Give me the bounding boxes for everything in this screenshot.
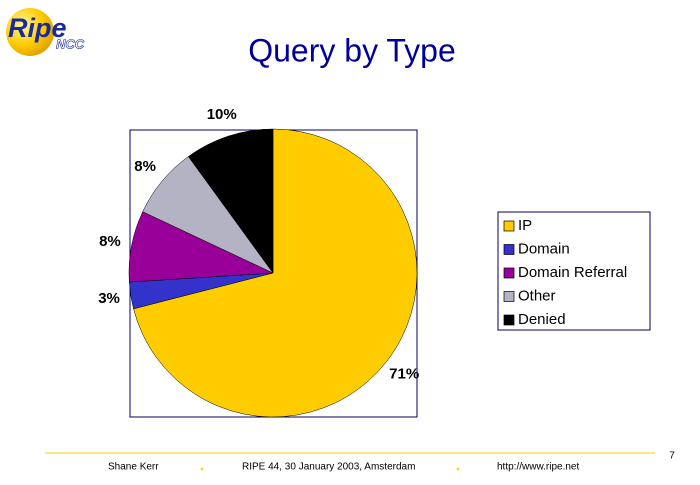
legend-swatch [503, 291, 515, 302]
logo: Ripe NCC [6, 8, 85, 56]
slice-label: 71% [389, 366, 419, 383]
footer-author: Shane Kerr [108, 462, 159, 473]
logo-subtext: NCC [56, 36, 85, 51]
legend-label: IP [518, 217, 532, 234]
logo-text: Ripe [8, 13, 67, 43]
legend-swatch [503, 244, 515, 255]
footer-url: http://www.ripe.net [497, 462, 579, 473]
footer-dot [200, 467, 204, 471]
pie-slice [133, 128, 418, 418]
legend-label: Other [518, 287, 556, 304]
footer-event: RIPE 44, 30 January 2003, Amsterdam [242, 462, 415, 473]
legend-swatch [503, 220, 515, 232]
page-number: 7 [669, 451, 675, 462]
legend-swatch [503, 314, 515, 326]
slice-label: 10% [207, 106, 237, 123]
pie-slice [188, 128, 274, 274]
slice-label: 8% [134, 158, 156, 175]
footer-dot [456, 467, 460, 471]
slice-label: 3% [98, 290, 120, 307]
chart-title: Query by Type [248, 32, 456, 68]
slice-label: 8% [99, 233, 121, 250]
legend-swatch [503, 267, 515, 279]
legend-label: Denied [518, 311, 566, 328]
legend-box [497, 211, 651, 331]
legend-label: Domain [518, 240, 570, 257]
logo-sphere [6, 8, 54, 56]
legend-label: Domain Referral [518, 264, 627, 281]
